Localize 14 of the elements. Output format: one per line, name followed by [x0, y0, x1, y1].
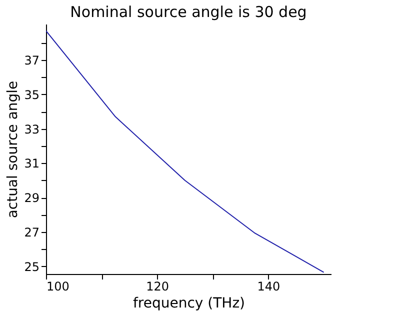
x-tick-label: 140 [257, 280, 280, 294]
x-tick-label: 120 [146, 280, 170, 294]
y-tick-label: 29 [24, 191, 40, 206]
y-tick-label: 33 [24, 122, 40, 136]
y-tick-label: 27 [24, 225, 40, 240]
y-tick-label: 31 [24, 156, 40, 171]
x-axis-title: frequency (THz) [132, 296, 246, 312]
chart-title: Nominal source angle is 30 deg [70, 3, 307, 21]
y-tick-label: 25 [24, 260, 40, 274]
x-tick-label: 100 [46, 280, 70, 294]
y-axis-title: actual source angle [5, 80, 22, 218]
y-tick-label: 37 [24, 54, 40, 68]
line-series [46, 30, 324, 273]
y-tick-label: 35 [24, 88, 40, 102]
